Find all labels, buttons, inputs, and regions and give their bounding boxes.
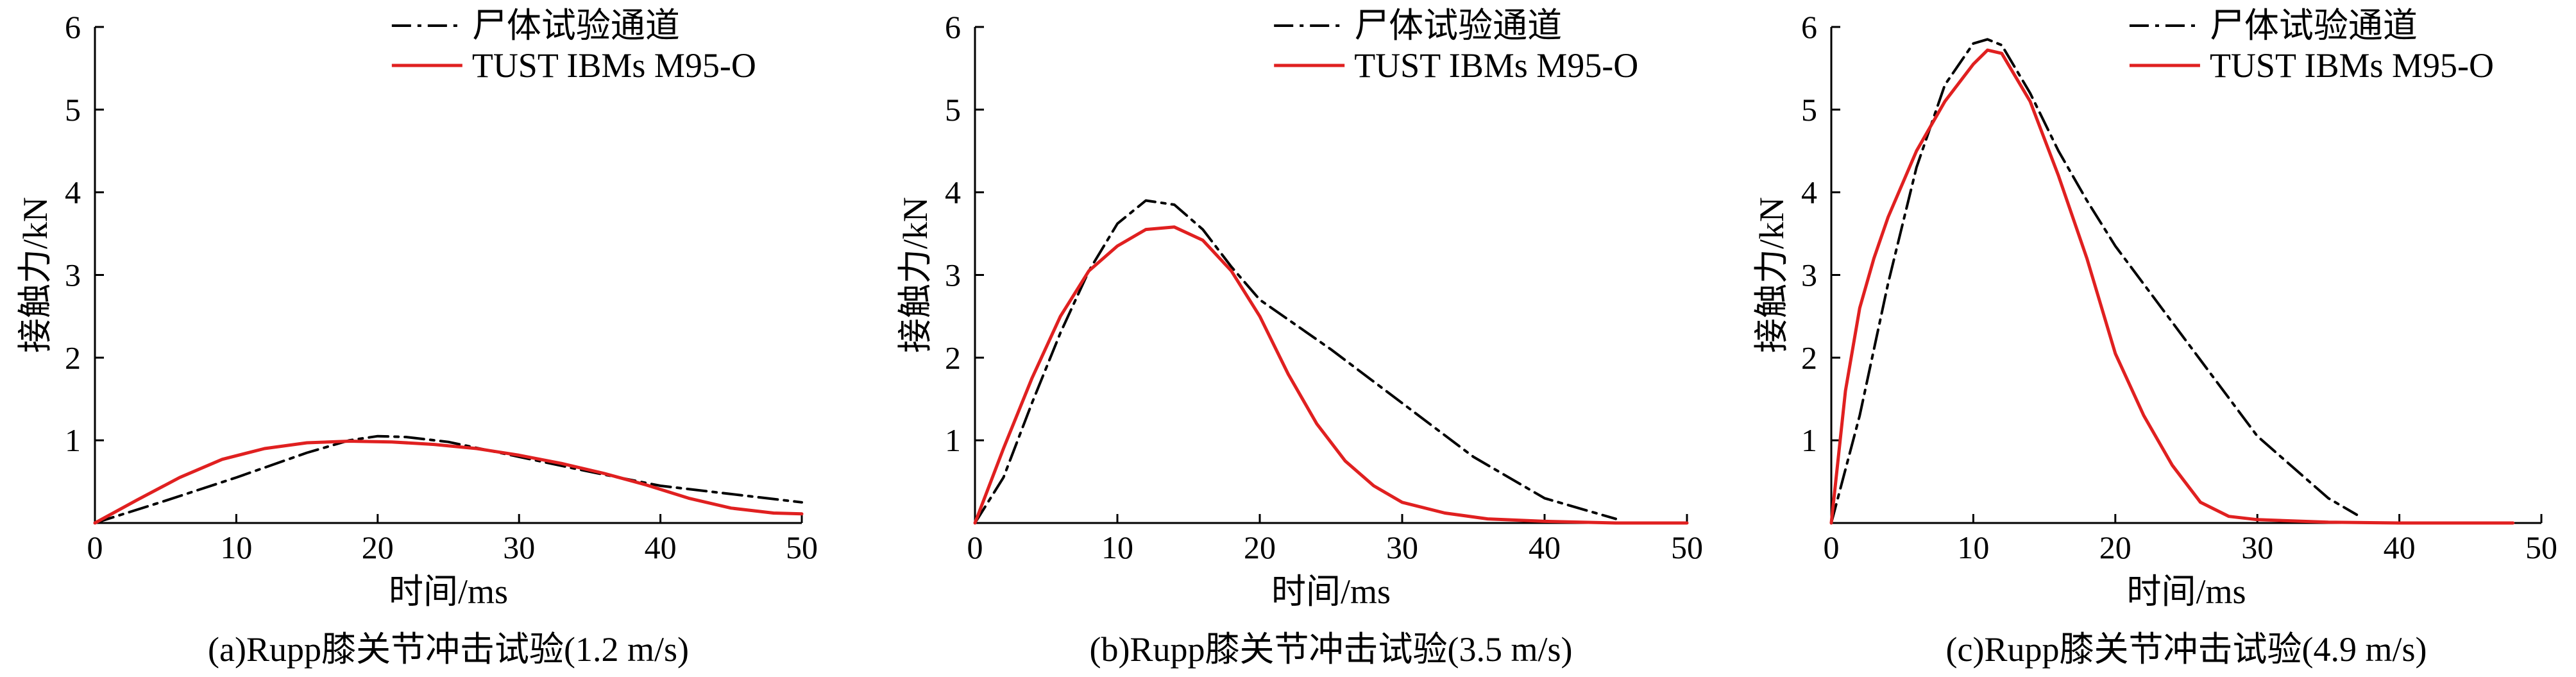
legend-label: TUST IBMs M95-O — [2210, 46, 2494, 85]
y-axis-label: 接触力/kN — [16, 197, 55, 353]
y-tick-label: 2 — [1801, 339, 1817, 375]
y-tick-label: 1 — [65, 422, 81, 458]
y-tick-label: 6 — [1801, 9, 1817, 45]
series-line-model — [973, 225, 1689, 525]
x-tick-label: 20 — [1244, 529, 1276, 565]
y-tick-label: 3 — [945, 257, 961, 293]
series-line-model — [93, 440, 804, 525]
x-axis-label: 时间/ms — [2126, 572, 2246, 611]
y-tick-label: 4 — [945, 175, 961, 210]
x-tick-label: 0 — [87, 529, 103, 565]
x-tick-label: 20 — [2099, 529, 2131, 565]
x-tick-label: 50 — [786, 529, 818, 565]
x-tick-label: 20 — [362, 529, 394, 565]
y-tick-label: 5 — [65, 92, 81, 128]
x-tick-label: 0 — [967, 529, 983, 565]
x-tick-label: 30 — [1386, 529, 1418, 565]
x-tick-label: 40 — [645, 529, 677, 565]
legend-label: 尸体试验通道 — [1354, 6, 1562, 45]
y-tick-label: 2 — [65, 339, 81, 375]
x-tick-label: 40 — [1529, 529, 1561, 565]
y-tick-label: 1 — [1801, 422, 1817, 458]
y-tick-label: 6 — [945, 9, 961, 45]
y-tick-label: 6 — [65, 9, 81, 45]
panel-caption: (a)Rupp膝关节冲击试验(1.2 m/s) — [208, 630, 689, 669]
x-tick-label: 40 — [2384, 529, 2416, 565]
y-tick-label: 5 — [945, 92, 961, 128]
x-tick-label: 50 — [1671, 529, 1703, 565]
x-tick-label: 0 — [1824, 529, 1840, 565]
y-tick-label: 3 — [65, 257, 81, 293]
x-tick-label: 10 — [1957, 529, 1989, 565]
x-axis-label: 时间/ms — [389, 572, 508, 611]
series-line-cadaver — [1830, 38, 2359, 524]
y-tick-label: 2 — [945, 339, 961, 375]
x-tick-label: 10 — [1101, 529, 1133, 565]
y-axis-label: 接触力/kN — [896, 197, 935, 353]
y-tick-label: 4 — [1801, 175, 1817, 210]
y-axis-label: 接触力/kN — [1752, 197, 1791, 353]
series-line-cadaver — [94, 434, 803, 524]
legend-label: TUST IBMs M95-O — [472, 46, 756, 85]
y-tick-label: 3 — [1801, 257, 1817, 293]
x-tick-label: 10 — [220, 529, 252, 565]
series-line-model — [1829, 48, 2515, 525]
y-tick-label: 4 — [65, 175, 81, 210]
legend-label: 尸体试验通道 — [2210, 6, 2418, 45]
series-line-cadaver — [974, 199, 1617, 524]
legend-label: 尸体试验通道 — [472, 6, 680, 45]
panel-caption: (b)Rupp膝关节冲击试验(3.5 m/s) — [1090, 630, 1573, 669]
x-axis-label: 时间/ms — [1271, 572, 1391, 611]
panel-caption: (c)Rupp膝关节冲击试验(4.9 m/s) — [1946, 630, 2427, 669]
legend-label: TUST IBMs M95-O — [1354, 46, 1638, 85]
x-tick-label: 30 — [2241, 529, 2273, 565]
y-tick-label: 1 — [945, 422, 961, 458]
x-tick-label: 50 — [2525, 529, 2557, 565]
y-tick-label: 5 — [1801, 92, 1817, 128]
x-tick-label: 30 — [503, 529, 535, 565]
